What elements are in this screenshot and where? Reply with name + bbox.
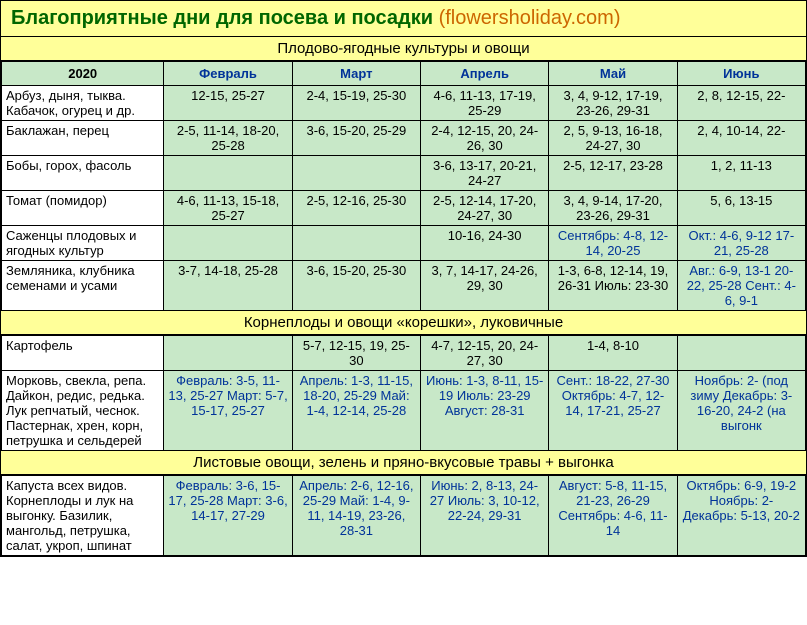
- date-cell: 2, 8, 12-15, 22-: [677, 86, 805, 121]
- date-cell: [292, 156, 420, 191]
- date-cell: [164, 336, 292, 371]
- date-cell: 3-7, 14-18, 25-28: [164, 261, 292, 311]
- title-main: Благоприятные дни для посева и посадки: [11, 7, 433, 29]
- date-cell: 2, 4, 10-14, 22-: [677, 121, 805, 156]
- date-cell: 3, 4, 9-12, 17-19, 23-26, 29-31: [549, 86, 677, 121]
- crop-cell: Саженцы плодовых и ягодных культур: [2, 226, 164, 261]
- date-cell: 4-6, 11-13, 17-19, 25-29: [421, 86, 549, 121]
- table-row: Капуста всех видов. Корнеплоды и лук на …: [2, 476, 806, 556]
- date-cell: [164, 226, 292, 261]
- date-cell: Окт.: 4-6, 9-12 17-21, 25-28: [677, 226, 805, 261]
- date-cell: 3-6, 13-17, 20-21, 24-27: [421, 156, 549, 191]
- crop-cell: Баклажан, перец: [2, 121, 164, 156]
- year-header: 2020: [2, 62, 164, 86]
- table-section-1: 2020 Февраль Март Апрель Май Июнь Арбуз,…: [1, 61, 806, 311]
- date-cell: 2-5, 11-14, 18-20, 25-28: [164, 121, 292, 156]
- crop-cell: Капуста всех видов. Корнеплоды и лук на …: [2, 476, 164, 556]
- title-source: (flowersholiday.com): [439, 7, 621, 29]
- crop-cell: Картофель: [2, 336, 164, 371]
- date-cell: Июнь: 1-3, 8-11, 15-19 Июль: 23-29 Авгус…: [421, 371, 549, 451]
- table-row: Томат (помидор)4-6, 11-13, 15-18, 25-272…: [2, 191, 806, 226]
- date-cell: Июнь: 2, 8-13, 24-27 Июль: 3, 10-12, 22-…: [421, 476, 549, 556]
- date-cell: Август: 5-8, 11-15, 21-23, 26-29 Сентябр…: [549, 476, 677, 556]
- header-row: 2020 Февраль Март Апрель Май Июнь: [2, 62, 806, 86]
- date-cell: 2-5, 12-16, 25-30: [292, 191, 420, 226]
- date-cell: [164, 156, 292, 191]
- date-cell: 2, 5, 9-13, 16-18, 24-27, 30: [549, 121, 677, 156]
- title-bar: Благоприятные дни для посева и посадки (…: [1, 1, 806, 37]
- month-header: Май: [549, 62, 677, 86]
- table-row: Морковь, свекла, репа. Дайкон, редис, ре…: [2, 371, 806, 451]
- month-header: Апрель: [421, 62, 549, 86]
- date-cell: 4-6, 11-13, 15-18, 25-27: [164, 191, 292, 226]
- date-cell: 4-7, 12-15, 20, 24-27, 30: [421, 336, 549, 371]
- section-header-2: Корнеплоды и овощи «корешки», луковичные: [1, 311, 806, 335]
- section-header-3: Листовые овощи, зелень и пряно-вкусовые …: [1, 451, 806, 475]
- date-cell: Авг.: 6-9, 13-1 20-22, 25-28 Сент.: 4-6,…: [677, 261, 805, 311]
- date-cell: 5-7, 12-15, 19, 25-30: [292, 336, 420, 371]
- month-header: Февраль: [164, 62, 292, 86]
- date-cell: 12-15, 25-27: [164, 86, 292, 121]
- date-cell: 1-3, 6-8, 12-14, 19, 26-31 Июль: 23-30: [549, 261, 677, 311]
- month-header: Март: [292, 62, 420, 86]
- date-cell: [677, 336, 805, 371]
- date-cell: Сент.: 18-22, 27-30 Октябрь: 4-7, 12-14,…: [549, 371, 677, 451]
- month-header: Июнь: [677, 62, 805, 86]
- date-cell: Сентябрь: 4-8, 12-14, 20-25: [549, 226, 677, 261]
- table-row: Баклажан, перец2-5, 11-14, 18-20, 25-283…: [2, 121, 806, 156]
- date-cell: 2-4, 15-19, 25-30: [292, 86, 420, 121]
- date-cell: 2-4, 12-15, 20, 24-26, 30: [421, 121, 549, 156]
- date-cell: Ноябрь: 2- (под зиму Декабрь: 3- 16-20, …: [677, 371, 805, 451]
- date-cell: Октябрь: 6-9, 19-2 Ноябрь: 2- Декабрь: 5…: [677, 476, 805, 556]
- table-row: Арбуз, дыня, тыква. Кабачок, огурец и др…: [2, 86, 806, 121]
- date-cell: Февраль: 3-6, 15-17, 25-28 Март: 3-6, 14…: [164, 476, 292, 556]
- date-cell: 3, 7, 14-17, 24-26, 29, 30: [421, 261, 549, 311]
- crop-cell: Земляника, клубника семенами и усами: [2, 261, 164, 311]
- date-cell: 3-6, 15-20, 25-29: [292, 121, 420, 156]
- table-row: Земляника, клубника семенами и усами3-7,…: [2, 261, 806, 311]
- crop-cell: Бобы, горох, фасоль: [2, 156, 164, 191]
- date-cell: 2-5, 12-17, 23-28: [549, 156, 677, 191]
- date-cell: 3, 4, 9-14, 17-20, 23-26, 29-31: [549, 191, 677, 226]
- table-section-3: Капуста всех видов. Корнеплоды и лук на …: [1, 475, 806, 556]
- date-cell: Февраль: 3-5, 11-13, 25-27 Март: 5-7, 15…: [164, 371, 292, 451]
- planting-calendar: Благоприятные дни для посева и посадки (…: [0, 0, 807, 557]
- date-cell: Апрель: 2-6, 12-16, 25-29 Май: 1-4, 9-11…: [292, 476, 420, 556]
- date-cell: Апрель: 1-3, 11-15, 18-20, 25-29 Май: 1-…: [292, 371, 420, 451]
- crop-cell: Томат (помидор): [2, 191, 164, 226]
- date-cell: 1, 2, 11-13: [677, 156, 805, 191]
- section-header-1: Плодово-ягодные культуры и овощи: [1, 37, 806, 61]
- crop-cell: Арбуз, дыня, тыква. Кабачок, огурец и др…: [2, 86, 164, 121]
- table-row: Саженцы плодовых и ягодных культур 10-16,…: [2, 226, 806, 261]
- table-section-2: Картофель 5-7, 12-15, 19, 25-304-7, 12-15…: [1, 335, 806, 451]
- crop-cell: Морковь, свекла, репа. Дайкон, редис, ре…: [2, 371, 164, 451]
- date-cell: 3-6, 15-20, 25-30: [292, 261, 420, 311]
- date-cell: 10-16, 24-30: [421, 226, 549, 261]
- date-cell: 1-4, 8-10: [549, 336, 677, 371]
- table-row: Картофель 5-7, 12-15, 19, 25-304-7, 12-15…: [2, 336, 806, 371]
- date-cell: 5, 6, 13-15: [677, 191, 805, 226]
- table-row: Бобы, горох, фасоль 3-6, 13-17, 20-21, 24…: [2, 156, 806, 191]
- date-cell: 2-5, 12-14, 17-20, 24-27, 30: [421, 191, 549, 226]
- date-cell: [292, 226, 420, 261]
